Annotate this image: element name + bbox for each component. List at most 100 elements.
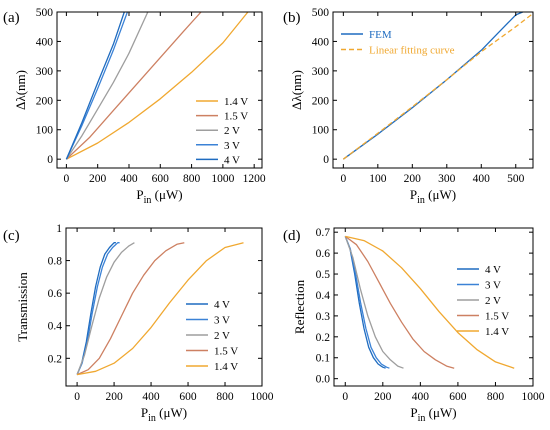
panel-label: (b) [283, 10, 301, 26]
x-tick-label: 800 [183, 173, 201, 185]
y-tick-label: 0.2 [48, 353, 63, 365]
y-tick-label: 500 [312, 7, 330, 19]
y-tick-label: 300 [312, 66, 330, 78]
panel-c: 0 200 400 600 800 1000 0.2 0.4 0.6 0.8 1 Pin (μW) Tr… [3, 223, 274, 424]
y-tick-label: 500 [36, 7, 54, 19]
legend: 4 V 3 V 2 V 1.5 V 1.4 V [457, 264, 509, 338]
series-line-3-v [65, 11, 129, 160]
series-line-4-v [65, 11, 125, 160]
x-tick-label: 200 [404, 173, 422, 185]
legend-label: FEM [369, 29, 392, 41]
y-tick-label: 100 [312, 125, 330, 137]
y-tick-label: 100 [36, 125, 54, 137]
y-axis-label: Δλ(nm) [13, 70, 28, 110]
legend-label: 1.5 V [485, 311, 509, 323]
legend-label: 1.4 V [214, 361, 238, 373]
panel-label: (d) [283, 228, 301, 244]
series-line-3-v [344, 236, 390, 369]
legend: FEM Linear fitting curve [341, 29, 455, 57]
legend: 1.4 V 1.5 V 2 V 3 V 4 V [196, 96, 248, 166]
legend-label: 1.5 V [214, 346, 238, 358]
plot-frame [333, 227, 534, 387]
x-tick-label: 800 [487, 391, 505, 403]
legend-label: 1.4 V [224, 96, 248, 108]
legend-label: 3 V [485, 280, 501, 292]
panel-b: 0 100 200 300 400 500 0 100 200 300 400 500 Pin (μW)… [283, 7, 534, 206]
x-tick-label: 800 [216, 391, 234, 403]
x-tick-label: 1000 [522, 391, 545, 403]
series-line-1-4-v [76, 242, 244, 376]
series-line-1-4-v [66, 11, 249, 160]
legend-label: 3 V [214, 315, 230, 327]
y-tick-label: 1 [56, 223, 62, 235]
legend-label: 4 V [485, 264, 501, 276]
legend-label: 2 V [224, 125, 240, 137]
legend-label: Linear fitting curve [369, 45, 455, 57]
x-axis-label: Pin (μW) [410, 187, 456, 206]
y-axis-label: Transmission [15, 272, 30, 342]
y-tick-label: 0.6 [48, 288, 63, 300]
x-tick-label: 0 [64, 173, 70, 185]
plot-frame [332, 11, 534, 169]
series-line-4-v [76, 242, 116, 375]
legend-label: 1.4 V [485, 326, 509, 338]
x-tick-label: 1200 [243, 173, 266, 185]
y-axis-label: Reflection [292, 279, 307, 334]
legend-label: 2 V [214, 330, 230, 342]
x-tick-label: 400 [142, 391, 160, 403]
legend-label: 1.5 V [224, 111, 248, 123]
x-tick-label: 400 [120, 173, 138, 185]
x-tick-label: 100 [369, 173, 387, 185]
x-tick-label: 0 [342, 391, 348, 403]
x-tick-label: 200 [105, 391, 123, 403]
y-tick-label: 0.8 [48, 256, 63, 268]
series-line-2-v [76, 242, 135, 375]
panel-label: (c) [3, 228, 20, 244]
x-tick-label: 600 [152, 173, 170, 185]
series-line-2-v [344, 236, 404, 369]
x-tick-label: 400 [412, 391, 430, 403]
y-tick-label: 0.6 [316, 248, 331, 260]
series-line-linear-fitting-curve [342, 12, 534, 160]
series-line-1-5-v [76, 242, 185, 376]
x-tick-label: 400 [473, 173, 491, 185]
series-line-1-5-v [65, 11, 202, 160]
x-tick-label: 300 [438, 173, 456, 185]
legend-label: 4 V [224, 154, 240, 166]
series-line-1-5-v [344, 235, 455, 369]
legend-label: 4 V [214, 299, 230, 311]
x-tick-label: 600 [449, 391, 467, 403]
y-tick-label: 0.2 [316, 332, 331, 344]
plot-frame [65, 227, 263, 387]
x-tick-label: 200 [89, 173, 107, 185]
x-axis-label: Pin (μW) [410, 405, 456, 424]
y-tick-label: 0.4 [316, 290, 331, 302]
y-tick-label: 200 [36, 95, 54, 107]
series-line-2-v [65, 11, 149, 160]
x-tick-label: 200 [374, 391, 392, 403]
y-tick-label: 0.1 [316, 353, 331, 365]
y-tick-label: 300 [36, 66, 54, 78]
x-tick-label: 500 [507, 173, 525, 185]
legend: 4 V 3 V 2 V 1.5 V 1.4 V [186, 299, 238, 373]
series-line-1-4-v [345, 235, 515, 369]
y-tick-label: 400 [312, 36, 330, 48]
x-tick-label: 1000 [251, 391, 274, 403]
y-tick-label: 0.0 [316, 374, 331, 386]
y-tick-label: 0 [47, 154, 53, 166]
y-tick-label: 0.7 [316, 227, 331, 239]
y-tick-label: 0.5 [316, 269, 331, 281]
legend-label: 3 V [224, 140, 240, 152]
y-tick-label: 200 [312, 95, 330, 107]
panel-label: (a) [3, 10, 20, 26]
x-tick-label: 0 [340, 173, 346, 185]
panel-d: 0 200 400 600 800 1000 0.0 0.1 0.2 0.3 0.4 0.5 0.6 0.… [283, 227, 545, 424]
x-axis-label: Pin (μW) [136, 187, 182, 206]
x-tick-label: 1000 [211, 173, 234, 185]
y-tick-label: 0.4 [48, 321, 63, 333]
plot-frame [56, 11, 263, 169]
y-tick-label: 0.3 [316, 311, 331, 323]
legend-label: 2 V [485, 295, 501, 307]
y-tick-label: 0 [323, 154, 329, 166]
